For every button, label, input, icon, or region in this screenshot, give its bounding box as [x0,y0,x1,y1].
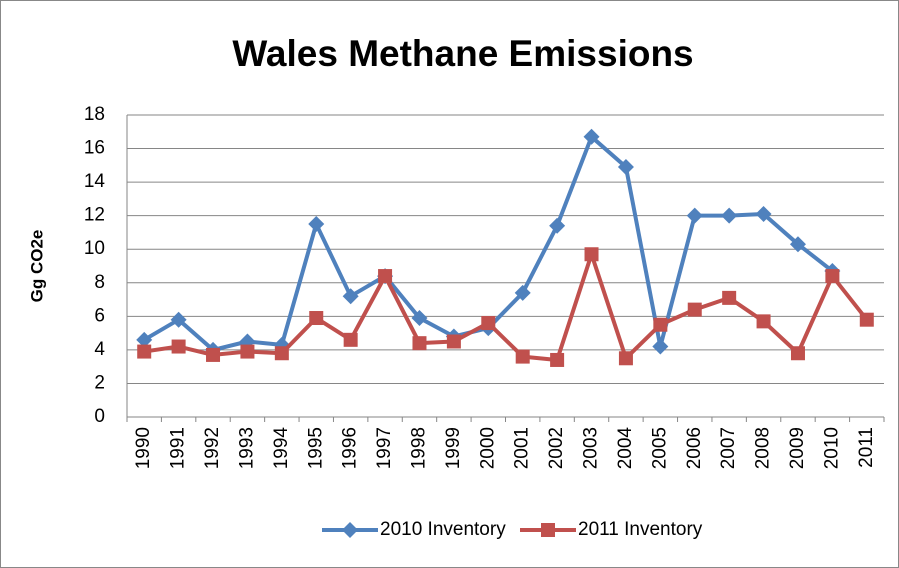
point [583,128,600,145]
point [170,311,187,328]
point [274,346,289,361]
point [653,317,668,332]
point [514,284,531,301]
legend-marker [342,522,358,538]
x-tick-label: 1993 [236,427,257,469]
x-tick-label: 1992 [202,427,223,469]
point [756,314,771,329]
point [549,217,566,234]
x-tick-label: 2002 [546,427,567,469]
point [686,207,703,224]
x-tick-label: 2009 [787,427,808,469]
series [137,247,874,367]
point [481,316,496,331]
y-tick-label: 2 [94,372,105,393]
chart-title: Wales Methane Emissions [232,33,693,74]
x-tick-label: 1991 [168,427,189,469]
y-tick-label: 12 [84,205,105,226]
point [206,347,221,362]
y-axis-label: Gg CO2e [27,230,46,303]
x-tick-label: 2010 [821,427,842,469]
y-tick-label: 18 [84,104,105,125]
point [617,159,634,176]
point [584,247,599,262]
x-tick-label: 2007 [718,427,739,469]
y-tick-label: 16 [84,138,105,159]
y-tick-label: 4 [94,339,105,360]
point [515,349,530,364]
series-line [143,252,869,362]
point [378,269,393,284]
x-tick-label: 2011 [856,427,877,468]
point [789,236,806,253]
point [412,336,427,351]
x-tick-label: 1995 [305,427,326,469]
x-tick-label: 2000 [477,427,498,469]
x-tick-label: 1997 [374,427,395,469]
x-tick-label: 2008 [753,427,774,469]
legend-label: 2011 Inventory [578,519,703,540]
point [309,311,324,326]
point [411,310,428,327]
x-tick-label: 2004 [615,427,636,470]
point [240,344,255,359]
x-tick-label: 1996 [340,427,361,469]
point [550,352,565,367]
point [859,312,874,327]
point [687,302,702,317]
x-tick-label: 2005 [649,427,670,469]
point [446,334,461,349]
y-tick-label: 10 [84,238,105,259]
x-tick-label: 2001 [512,427,533,469]
x-tick-label: 1994 [271,427,292,470]
y-tick-label: 0 [94,406,105,427]
point [652,338,669,355]
point [825,269,840,284]
point [790,346,805,361]
point [342,288,359,305]
point [136,331,153,348]
x-tick-label: 1998 [408,427,429,469]
x-tick-label: 1999 [443,427,464,469]
point [171,339,186,354]
x-tick-label: 2006 [684,427,705,469]
point [722,290,737,305]
point [721,207,738,224]
x-tick-label: 1990 [133,427,154,469]
legend-marker [541,523,555,537]
point [755,205,772,222]
y-tick-label: 14 [84,171,106,192]
point [308,216,325,233]
point [137,344,152,359]
y-tick-label: 6 [94,305,105,326]
legend-label: 2010 Inventory [380,519,506,540]
x-tick-label: 2003 [581,427,602,469]
point [618,351,633,366]
y-tick-label: 8 [94,272,105,293]
point [343,332,358,347]
